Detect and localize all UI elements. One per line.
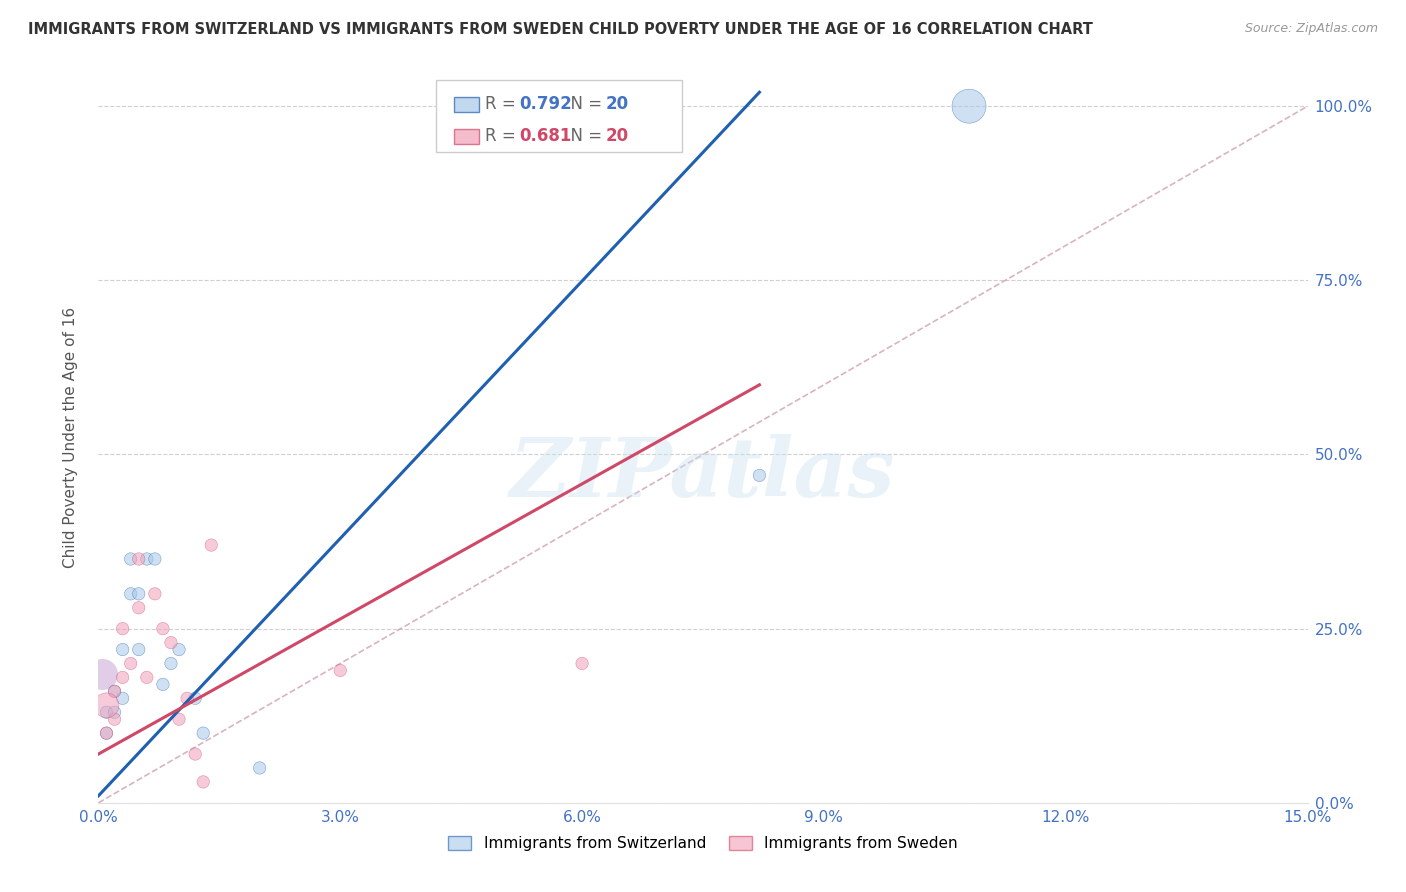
- Text: Source: ZipAtlas.com: Source: ZipAtlas.com: [1244, 22, 1378, 36]
- Point: [193, 775, 215, 789]
- Point: [571, 657, 593, 671]
- Y-axis label: Child Poverty Under the Age of 16: Child Poverty Under the Age of 16: [63, 307, 77, 567]
- Point: [96, 705, 118, 719]
- Point: [96, 726, 118, 740]
- Text: N =: N =: [560, 128, 607, 145]
- Point: [143, 587, 166, 601]
- Point: [152, 677, 174, 691]
- Point: [167, 712, 190, 726]
- Point: [128, 600, 150, 615]
- Point: [111, 691, 134, 706]
- Point: [103, 712, 125, 726]
- Point: [111, 622, 134, 636]
- Text: R =: R =: [485, 128, 522, 145]
- Point: [103, 684, 125, 698]
- Point: [91, 667, 114, 681]
- Point: [748, 468, 770, 483]
- Text: 0.681: 0.681: [519, 128, 571, 145]
- Point: [184, 747, 207, 761]
- Point: [135, 670, 157, 684]
- Point: [176, 691, 198, 706]
- Point: [103, 684, 125, 698]
- Point: [96, 726, 118, 740]
- Legend: Immigrants from Switzerland, Immigrants from Sweden: Immigrants from Switzerland, Immigrants …: [443, 830, 963, 857]
- Point: [200, 538, 222, 552]
- Point: [957, 99, 980, 113]
- Point: [96, 698, 118, 713]
- Point: [160, 635, 183, 649]
- Point: [167, 642, 190, 657]
- Point: [120, 552, 142, 566]
- Point: [329, 664, 352, 678]
- Point: [103, 705, 125, 719]
- Point: [120, 657, 142, 671]
- Point: [111, 670, 134, 684]
- Point: [128, 642, 150, 657]
- Text: R =: R =: [485, 95, 522, 113]
- Point: [135, 552, 157, 566]
- Text: 20: 20: [606, 95, 628, 113]
- Point: [152, 622, 174, 636]
- Point: [184, 691, 207, 706]
- Point: [111, 642, 134, 657]
- Point: [143, 552, 166, 566]
- Point: [249, 761, 271, 775]
- Point: [128, 552, 150, 566]
- Point: [160, 657, 183, 671]
- Text: ZIPatlas: ZIPatlas: [510, 434, 896, 514]
- Text: N =: N =: [560, 95, 607, 113]
- Point: [120, 587, 142, 601]
- Text: 20: 20: [606, 128, 628, 145]
- Text: 0.792: 0.792: [519, 95, 572, 113]
- Text: IMMIGRANTS FROM SWITZERLAND VS IMMIGRANTS FROM SWEDEN CHILD POVERTY UNDER THE AG: IMMIGRANTS FROM SWITZERLAND VS IMMIGRANT…: [28, 22, 1092, 37]
- Point: [193, 726, 215, 740]
- Point: [128, 587, 150, 601]
